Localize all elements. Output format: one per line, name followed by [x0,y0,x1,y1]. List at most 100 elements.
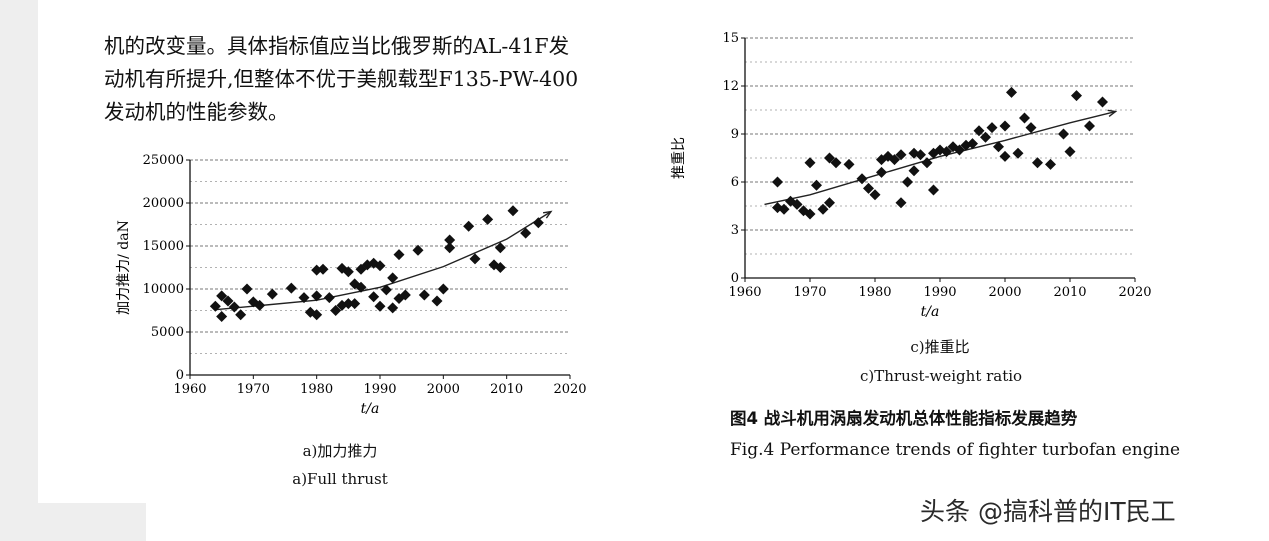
data-point [469,253,481,265]
x-tick-label: 1980 [858,285,891,300]
data-point [412,244,424,256]
data-point [915,149,926,161]
bottom-margin-block [0,503,146,541]
data-points [209,205,544,323]
data-point [824,197,835,209]
chart-full-thrust: 1960 1970 1980 1990 2000 2010 2020 0 5000 10000 15… [116,153,587,417]
data-point [804,208,816,220]
data-point [941,146,952,158]
data-point [228,301,240,313]
data-point [285,282,297,294]
y-tick-label: 0 [176,368,184,383]
data-point [361,259,373,271]
chart-a-caption-cn: a)加力推力 [302,442,378,460]
data-point [387,272,399,284]
y-tick-label: 25000 [143,153,184,168]
gridlines [745,37,1135,255]
trend-line [215,211,552,311]
data-point [999,120,1011,132]
data-point [954,144,965,156]
data-point [241,283,253,295]
left-margin-strip [0,0,38,541]
data-point [1019,112,1030,124]
data-point [323,292,335,304]
data-point [863,182,874,194]
data-point [856,173,868,185]
paragraph-line-3: 发动机的性能参数。 [104,100,289,124]
data-point [772,176,783,188]
data-point [368,291,380,303]
data-point [368,257,380,269]
x-tick-label: 1980 [300,382,333,397]
chart-c-caption-en: c)Thrust-weight ratio [860,367,1023,385]
data-point [418,289,430,301]
data-point [967,138,978,150]
data-point [1012,147,1024,159]
data-point [342,298,354,310]
data-point [374,260,386,272]
data-point [463,220,475,232]
data-point [298,292,310,304]
x-axis-label: t/a [361,401,380,417]
data-points [772,86,1108,220]
y-tick-label: 3 [731,223,739,238]
x-tick-label: 2000 [427,382,460,397]
paragraph-line-1: 机的改变量。具体指标值应当比俄罗斯的AL-41F发 [104,34,570,58]
data-point [791,198,803,210]
x-tick-label: 1990 [363,382,396,397]
y-tick-label: 6 [731,175,739,190]
data-point [999,150,1011,162]
y-tick-label: 5000 [151,325,184,340]
trend-arrowhead [1107,109,1118,117]
data-point [254,299,266,311]
data-point [374,300,386,312]
data-point [520,227,532,239]
data-point [393,249,405,261]
x-tick-label: 1960 [728,285,761,300]
chart-a-caption-en: a)Full thrust [292,470,388,488]
data-point [778,203,790,215]
data-point [1032,157,1043,169]
data-point [895,197,907,209]
data-point [895,149,907,161]
data-point [342,266,354,278]
data-point [1064,146,1076,158]
data-point [444,234,456,246]
data-point [437,283,449,295]
y-tick-label: 10000 [143,282,184,297]
x-tick-label: 2010 [490,382,523,397]
data-point [380,284,392,296]
data-point [869,189,881,201]
trend-arrowhead [542,210,553,219]
data-point [993,141,1004,153]
y-tick-label: 12 [722,79,739,94]
data-point [216,311,228,323]
data-point [330,305,342,316]
data-point [986,122,998,134]
chart-thrust-weight-ratio: 1960 1970 1980 1990 2000 2010 2020 0 3 6 9 12 15 t/a 推… [671,31,1152,320]
data-point [387,302,399,314]
data-point [1006,86,1017,98]
x-tick-label: 1960 [173,382,206,397]
y-axis-label: 推重比 [671,137,687,179]
data-point [1071,90,1082,102]
x-tick-label: 2020 [1118,285,1151,300]
y-axis-label: 加力推力/ daN [116,220,132,315]
data-point [311,309,323,321]
data-point [431,295,443,307]
data-point [216,290,228,302]
data-point [235,309,247,321]
x-tick-label: 2010 [1053,285,1086,300]
data-point [1084,120,1095,132]
data-point [804,157,816,169]
data-point [973,125,985,137]
y-tick-label: 0 [731,271,739,286]
data-point [494,242,506,254]
data-point [811,179,822,191]
x-tick-label: 2020 [553,382,586,397]
data-point [908,165,920,177]
data-point [928,184,939,196]
figure-title-en: Fig.4 Performance trends of fighter turb… [730,440,1181,460]
x-tick-label: 1990 [923,285,956,300]
trend-line [764,110,1116,206]
